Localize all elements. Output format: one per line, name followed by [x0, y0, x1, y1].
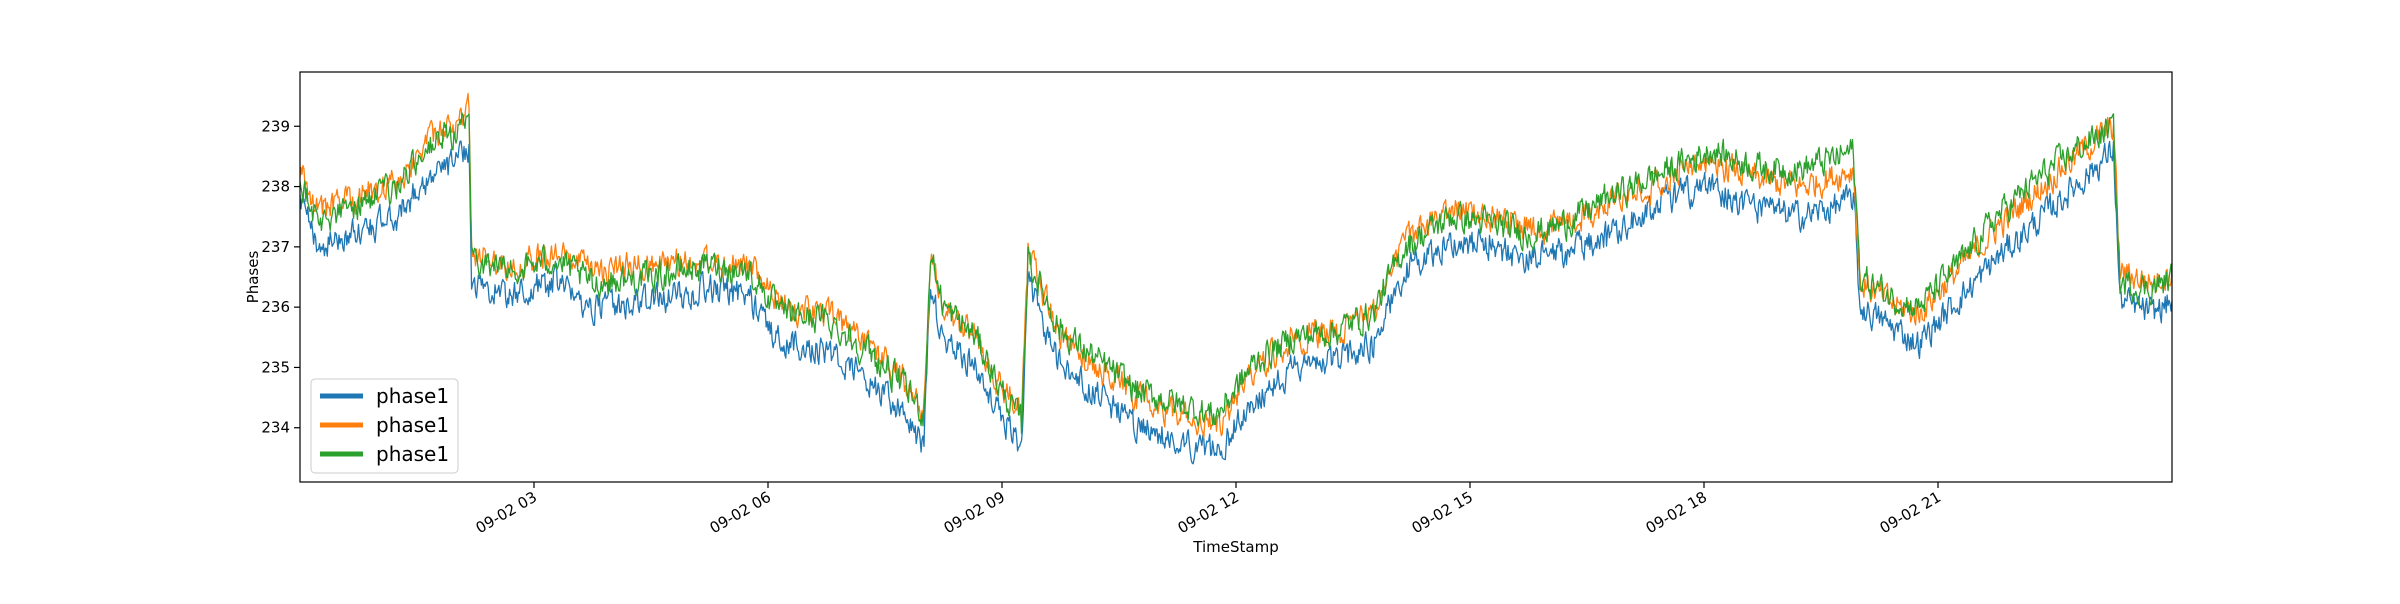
- legend-label-0: phase1: [376, 384, 449, 408]
- series-line-0: [299, 140, 2173, 465]
- y-tick-label-2: 236: [261, 298, 290, 316]
- y-tick-label-0: 234: [261, 419, 290, 437]
- legend-label-1: phase1: [376, 413, 449, 437]
- legend-box: [310, 378, 459, 474]
- y-tick-label-4: 238: [261, 178, 290, 196]
- y-tick-label-3: 237: [261, 238, 290, 256]
- y-axis-label: Phases: [244, 251, 262, 304]
- y-tick-label-1: 235: [261, 358, 290, 376]
- x-axis-label: TimeStamp: [1192, 538, 1278, 556]
- y-axis: 234 235 236 237 238 239: [261, 117, 300, 437]
- series-line-2: [299, 112, 2173, 435]
- legend-label-2: phase1: [376, 442, 449, 466]
- series-layer: [299, 92, 2173, 465]
- legend: phase1 phase1 phase1: [310, 378, 459, 474]
- y-tick-label-5: 239: [261, 117, 290, 135]
